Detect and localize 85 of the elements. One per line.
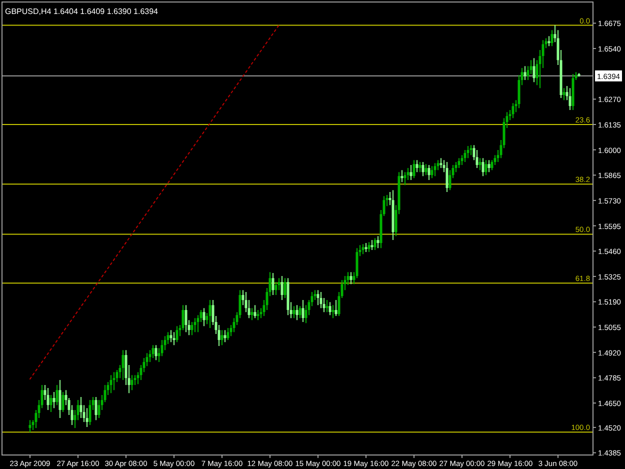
candlestick [346, 272, 350, 286]
candlestick [376, 236, 380, 249]
candlestick [364, 242, 368, 253]
candlestick [532, 58, 536, 83]
candlestick [368, 242, 370, 253]
candlestick [320, 291, 322, 309]
candlestick [28, 420, 32, 433]
candlestick [208, 300, 212, 329]
candlestick [226, 328, 230, 341]
candlestick [488, 160, 490, 173]
candlestick [326, 300, 328, 313]
candlestick [250, 308, 254, 321]
candlestick [58, 379, 62, 419]
candlestick [292, 306, 296, 319]
candlestick [278, 278, 280, 291]
candlestick [440, 158, 442, 169]
candlestick [332, 304, 334, 319]
candlestick [154, 344, 158, 361]
candlestick [122, 350, 124, 380]
candlestick [362, 244, 364, 255]
candlestick [52, 391, 56, 409]
candlestick [298, 306, 302, 319]
candlestick [302, 300, 304, 323]
candlestick [418, 162, 422, 173]
candlestick [434, 162, 436, 177]
candlestick [428, 164, 430, 181]
candlestick [296, 304, 298, 321]
candlestick [328, 302, 332, 316]
candlestick [86, 408, 88, 428]
candlestick [562, 88, 566, 101]
candlestick [406, 168, 410, 181]
candlestick [110, 374, 112, 394]
candlestick [130, 374, 134, 391]
candlestick [170, 330, 172, 343]
candlestick [374, 238, 376, 250]
candlestick [56, 384, 58, 406]
candlestick [254, 304, 256, 319]
candlestick [316, 290, 320, 306]
candlestick [152, 344, 154, 359]
candlestick [202, 308, 206, 327]
candlestick [256, 310, 260, 321]
candlestick [176, 326, 178, 343]
candlestick [548, 36, 550, 47]
candlestick [62, 391, 64, 413]
candlestick [568, 88, 572, 111]
candlestick [512, 102, 514, 119]
candlestick [134, 374, 136, 386]
candlestick [430, 166, 434, 179]
candlestick [334, 300, 338, 317]
candlestick [46, 388, 50, 410]
candlestick [280, 276, 284, 301]
candlestick [190, 322, 194, 336]
candlestick [416, 160, 418, 173]
candlestick [112, 372, 116, 391]
candlestick [422, 162, 424, 177]
candlestick [272, 272, 274, 296]
candlestick [194, 318, 196, 333]
candlestick [464, 150, 466, 163]
candlestick [410, 164, 412, 181]
candlestick [446, 162, 448, 193]
candlestick [88, 400, 92, 426]
candlestick [482, 158, 484, 177]
candlestick [220, 330, 224, 346]
candlestick [50, 394, 52, 413]
candlestick [412, 160, 416, 179]
candlestick [284, 278, 286, 298]
candlestick [478, 158, 482, 171]
candlestick [424, 164, 428, 176]
candlestick [184, 304, 188, 333]
candlestick [484, 160, 488, 176]
candlestick [458, 158, 460, 169]
candlestick [550, 30, 554, 47]
candlestick [400, 170, 404, 183]
candlestick [94, 396, 98, 421]
text: GBPUSD,H4 1.6404 1.6409 1.6390 1.6394 [5, 7, 159, 16]
candlestick [80, 396, 82, 419]
candlestick [224, 330, 226, 343]
candlestick [274, 282, 278, 296]
candlestick [404, 172, 406, 186]
candlestick [172, 332, 176, 346]
candlestick [466, 146, 470, 159]
candlestick [470, 144, 472, 156]
candlestick [350, 272, 352, 285]
candlestick [524, 66, 526, 81]
candlestick [370, 240, 374, 250]
